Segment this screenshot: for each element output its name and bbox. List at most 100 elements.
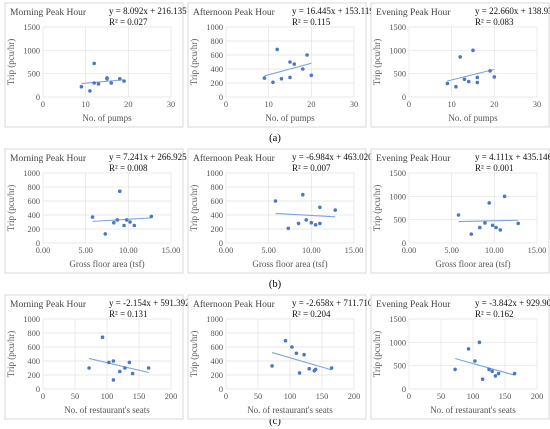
y-tick-label: 1000: [389, 46, 406, 55]
x-tick-label: 150: [133, 392, 145, 401]
y-axis-label: Trip (pcu/hr): [189, 39, 199, 85]
chart-title: Morning Peak Hour: [10, 154, 87, 164]
y-axis-label: Trip (pcu/hr): [189, 331, 199, 377]
data-point: [492, 75, 497, 79]
trendline: [454, 357, 515, 376]
chart-panel-0-1: 0 200 400 600 800 1000 0 10 20 30 Afternoon Peak H…: [187, 2, 374, 128]
data-point: [112, 220, 116, 225]
y-tick-label: 600: [28, 197, 40, 206]
x-tick-label: 150: [499, 392, 511, 401]
row-label-b: (b): [269, 279, 282, 290]
y-tick-label: 800: [28, 329, 40, 338]
row-label-c: (c): [269, 416, 281, 427]
data-point: [90, 215, 95, 219]
y-tick-label: 200: [211, 79, 223, 88]
x-axis-label: Gross floor area (tsf): [69, 259, 144, 269]
x-tick-label: 100: [467, 392, 479, 401]
chart-frame: [370, 2, 550, 128]
chart-frame: [4, 294, 184, 420]
trendline: [88, 357, 149, 374]
data-point: [512, 371, 517, 376]
r-squared: R² = 0.204: [292, 309, 331, 319]
x-tick-label: 30: [167, 100, 175, 109]
data-point: [271, 80, 275, 85]
x-tick-label: 30: [533, 100, 541, 109]
data-point: [118, 77, 122, 81]
regression-equation: y = -3.842x + 929.904: [475, 298, 550, 308]
data-point: [469, 232, 474, 236]
data-point: [454, 84, 458, 89]
y-tick-label: 0: [219, 239, 223, 248]
y-tick-label: 400: [28, 211, 40, 220]
chart-frame: [4, 148, 184, 274]
y-tick-label: 1000: [23, 46, 40, 55]
data-point: [87, 366, 91, 370]
x-tick-label: 50: [437, 392, 445, 401]
row-label-a: (a): [269, 133, 281, 144]
x-tick-label: 200: [531, 392, 543, 401]
data-point: [111, 378, 116, 382]
chart-panel-0-0: 0 500 1000 1500 0 10 20 30 Morning Peak Hour y = …: [4, 2, 187, 128]
y-tick-label: 0: [402, 385, 406, 394]
data-point: [490, 369, 495, 374]
data-point: [466, 79, 471, 84]
data-point: [111, 359, 116, 363]
y-axis-label: Trip (pcu/hr): [6, 185, 16, 231]
x-tick-label: 100: [101, 392, 113, 401]
chart-frame: [370, 148, 550, 274]
y-tick-label: 1000: [206, 169, 223, 178]
data-point: [318, 221, 322, 226]
r-squared: R² = 0.007: [292, 163, 331, 173]
data-point: [458, 55, 463, 59]
x-tick-label: 5.00: [444, 246, 459, 255]
chart-panel-2-0: 0 200 400 600 800 1000 0 50 100 150 200 Morning Pea…: [4, 294, 190, 420]
data-point: [493, 374, 498, 378]
data-point: [487, 367, 491, 372]
x-tick-label: 100: [284, 392, 296, 401]
data-point: [105, 76, 109, 80]
x-axis-label: No. of pumps: [82, 113, 132, 123]
data-point: [149, 214, 154, 219]
y-tick-label: 0: [36, 239, 40, 248]
r-squared: R² = 0.008: [109, 163, 148, 173]
r-squared: R² = 0.131: [109, 309, 148, 319]
x-tick-label: 15.00: [528, 246, 547, 255]
data-point: [301, 67, 305, 71]
data-point: [118, 189, 122, 193]
x-tick-label: 200: [165, 392, 177, 401]
data-point: [288, 75, 292, 80]
y-tick-label: 500: [394, 216, 406, 225]
data-point: [107, 360, 111, 365]
x-tick-label: 10.00: [485, 246, 504, 255]
y-axis-label: Trip (pcu/hr): [189, 185, 199, 231]
trendline: [92, 217, 152, 222]
data-point: [478, 225, 482, 230]
data-point: [488, 69, 492, 73]
data-point: [462, 77, 467, 82]
r-squared: R² = 0.027: [109, 17, 148, 27]
y-tick-label: 0: [402, 239, 406, 248]
x-tick-label: 10: [82, 100, 90, 109]
data-point: [466, 347, 471, 351]
data-point: [329, 366, 334, 370]
data-point: [445, 81, 450, 86]
data-point: [262, 76, 267, 80]
y-tick-label: 0: [36, 385, 40, 394]
trendline: [271, 352, 332, 371]
data-point: [313, 223, 318, 227]
x-tick-label: 20: [124, 100, 132, 109]
y-tick-label: 800: [211, 183, 223, 192]
r-squared: R² = 0.162: [475, 309, 514, 319]
x-tick-label: 0: [407, 100, 411, 109]
data-point: [475, 75, 480, 80]
trendline: [447, 68, 495, 82]
r-squared: R² = 0.115: [292, 17, 331, 27]
data-point: [498, 228, 503, 232]
x-tick-label: 10: [448, 100, 456, 109]
data-point: [96, 82, 101, 86]
x-tick-label: 5.00: [261, 246, 276, 255]
data-point: [477, 340, 482, 345]
data-point: [122, 79, 126, 83]
y-tick-label: 200: [211, 225, 223, 234]
y-tick-label: 800: [28, 183, 40, 192]
